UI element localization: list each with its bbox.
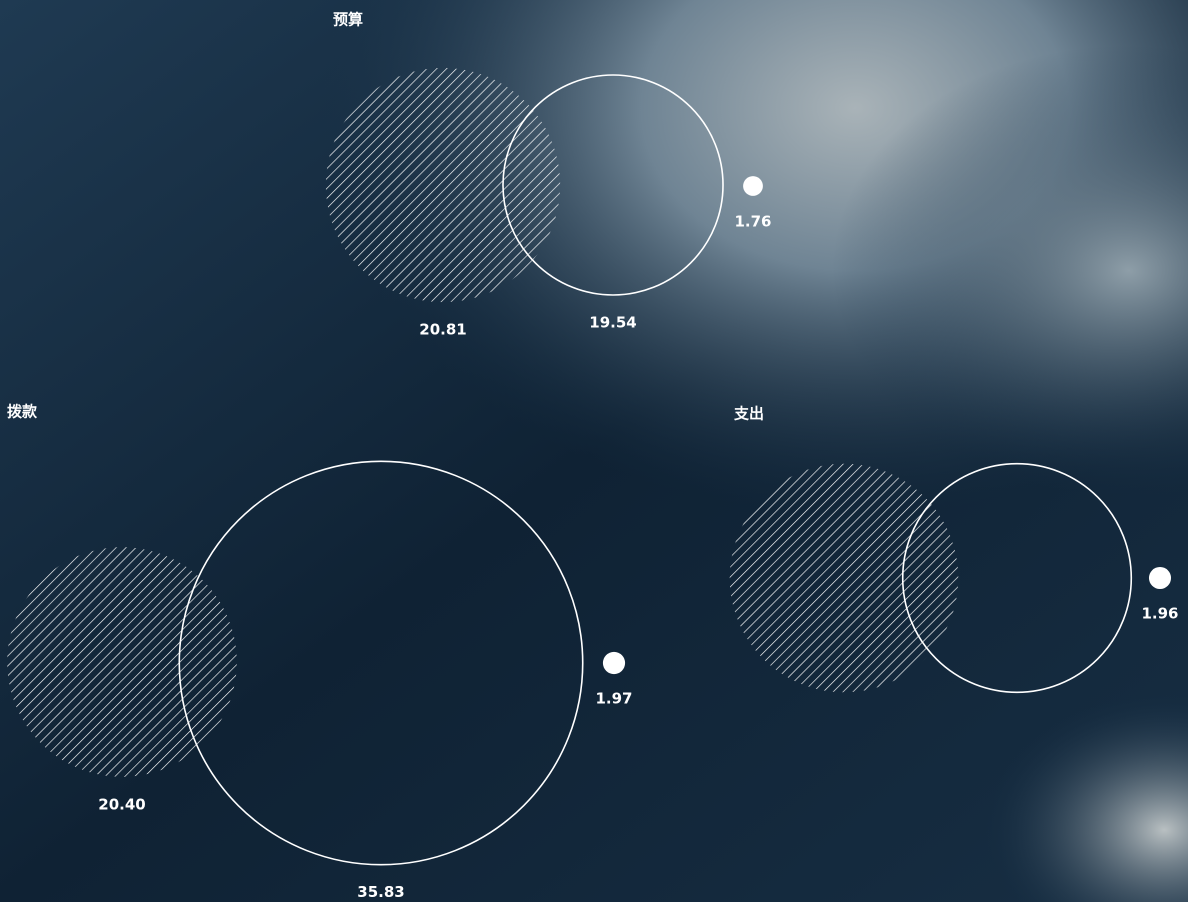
dot [602, 651, 626, 675]
outline-circle [901, 462, 1133, 694]
value-label: 35.83 [357, 883, 404, 901]
group-title: 拨款 [7, 403, 38, 421]
value-label: 20.81 [419, 321, 466, 339]
outline-circle [178, 460, 584, 866]
hatched-circle [325, 67, 561, 303]
value-label: 19.54 [589, 314, 636, 332]
plot: 预算 20.81 19.54 1.76 拨款 20.40 35.83 1.97 支出 1.96 [7, 11, 1179, 902]
hatched-circle [729, 463, 959, 693]
value-label: 1.96 [1141, 605, 1178, 623]
dot [743, 176, 763, 196]
group-title: 预算 [333, 11, 363, 29]
outline-circle [502, 74, 724, 296]
value-label: 1.76 [734, 213, 771, 231]
group-title: 支出 [733, 405, 764, 423]
dot [1148, 566, 1172, 590]
value-label: 20.40 [98, 795, 145, 813]
hatched-circle [7, 547, 237, 777]
value-label: 1.97 [595, 690, 632, 708]
